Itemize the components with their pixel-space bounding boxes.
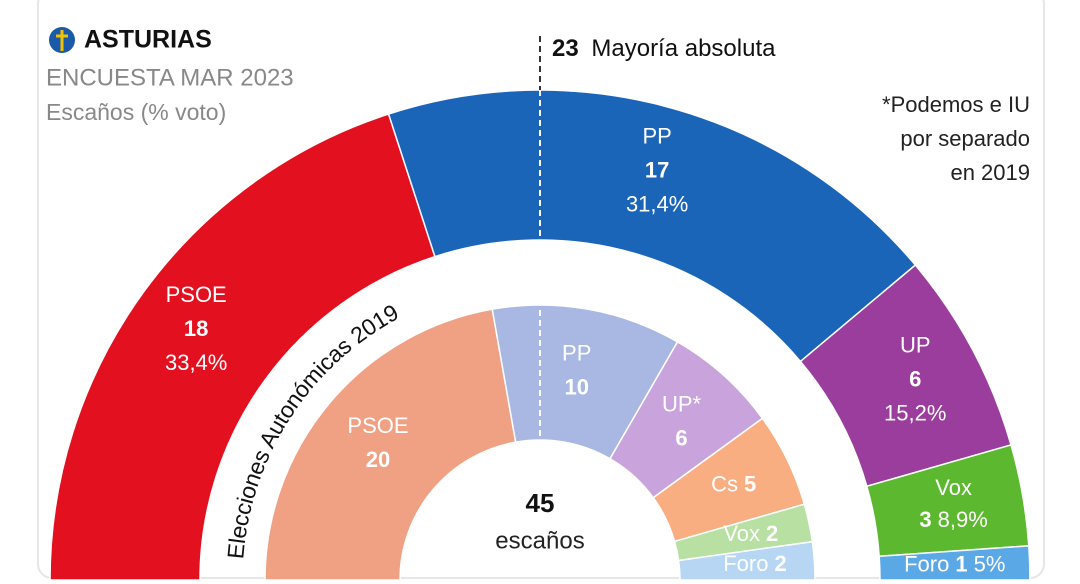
total-value: 45 [526,488,555,518]
seat-label: Foro 1 5% [904,551,1005,576]
vote-share: 8,9% [938,507,988,532]
seat-count: 3 [919,507,931,532]
party-name: Foro [904,551,949,576]
seat-count: 10 [564,375,588,400]
party-name: PSOE [347,413,408,438]
seat-label: 3 8,9% [919,507,987,532]
seat-count: 6 [675,426,687,451]
seat-segment [677,540,816,581]
majority-label: 23 Mayoría absoluta [552,35,776,62]
chart-title: ASTURIAS [84,26,212,54]
party-name: Foro [723,551,768,576]
vote-share: 5% [974,551,1006,576]
seat-count: 18 [184,316,208,341]
seat-count: 17 [645,157,669,182]
seat-segment [387,89,917,363]
party-name: PP [562,341,591,366]
total-label: escaños [495,527,584,554]
seat-label: Vox 2 [723,521,778,546]
seat-count: 5 [744,471,756,496]
majority-text: Mayoría absoluta [591,35,776,62]
seat-segment [49,113,436,581]
subtitle: ENCUESTA MAR 2023 [46,64,294,91]
seat-count: 2 [774,551,786,576]
vote-share: 15,2% [884,400,946,425]
seat-segment [878,545,1031,581]
seat-segment [264,308,517,581]
majority-value: 23 [552,35,579,62]
note-line: *Podemos e IU [882,92,1030,117]
vote-share: 31,4% [626,191,688,216]
seat-label: Cs 5 [711,471,756,496]
party-name: UP [900,332,931,357]
seat-count: 2 [766,521,778,546]
note-line: en 2019 [950,160,1030,185]
region-emblem [49,27,75,53]
seat-count: 1 [955,551,967,576]
unit-label: Escaños (% voto) [46,99,226,125]
vote-share: 33,4% [165,350,227,375]
seat-count: 20 [366,447,390,472]
party-name: PSOE [166,282,227,307]
seat-count: 6 [909,366,921,391]
seat-label: Foro 2 [723,551,787,576]
party-name: Cs [711,471,738,496]
party-name: Vox [935,475,972,500]
party-name: PP [642,123,671,148]
card [37,0,1045,579]
note-line: por separado [900,126,1030,151]
party-name: UP* [662,392,702,417]
party-name: Vox [723,521,760,546]
